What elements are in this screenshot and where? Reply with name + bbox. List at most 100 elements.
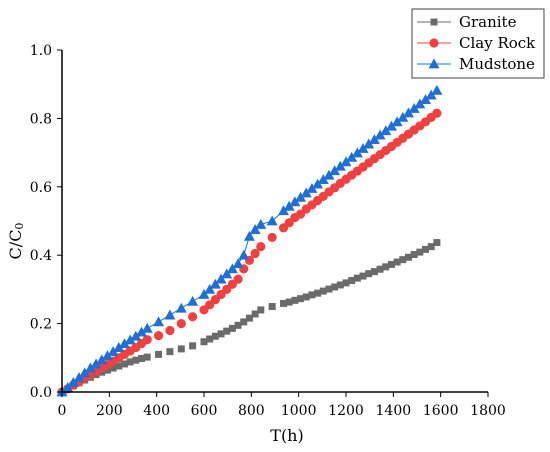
data-point-granite — [126, 358, 134, 366]
data-point-granite — [217, 330, 225, 338]
data-point-mudstone — [215, 273, 227, 284]
data-point-granite — [189, 342, 197, 350]
data-point-granite — [291, 296, 299, 304]
data-point-granite — [234, 321, 242, 329]
data-point-mudstone — [130, 330, 142, 341]
y-tick-label: 0.2 — [30, 317, 52, 333]
data-point-granite — [297, 295, 305, 303]
data-point-mudstone — [84, 362, 96, 373]
data-point-mudstone — [96, 354, 108, 365]
data-point-granite — [206, 335, 214, 343]
x-tick-label: 1600 — [423, 403, 459, 419]
data-point-mudstone — [62, 382, 74, 392]
x-tick-label: 1000 — [281, 403, 317, 419]
data-point-mudstone — [368, 134, 380, 145]
legend-label-mudstone: Mudstone — [459, 55, 535, 73]
data-point-mudstone — [329, 165, 341, 176]
data-point-mudstone — [312, 178, 324, 189]
data-point-mudstone — [73, 372, 85, 383]
data-point-mudstone — [346, 151, 358, 162]
y-axis-title-subscript: 0 — [13, 223, 26, 230]
data-point-granite — [422, 245, 430, 253]
axes: 0 200 400 600 800 1000 1200 1400 1600 1800 0.0 0.2… — [30, 43, 506, 419]
data-point-granite — [331, 283, 339, 291]
data-point-mudstone — [226, 263, 238, 274]
data-point-granite — [319, 287, 327, 295]
data-point-mudstone — [79, 367, 91, 378]
data-point-granite — [336, 281, 344, 289]
data-point-mudstone — [249, 224, 261, 234]
data-point-clay-rock — [188, 312, 198, 322]
series-mudstone — [56, 84, 443, 397]
data-point-granite — [285, 298, 293, 306]
data-point-granite — [393, 258, 401, 266]
data-point-granite — [280, 299, 288, 307]
y-tick-label: 0.6 — [30, 180, 52, 196]
data-point-granite — [359, 272, 367, 280]
data-point-granite — [427, 243, 435, 251]
x-ticks: 0 200 400 600 800 1000 1200 1400 1600 1800 — [58, 392, 506, 419]
data-point-clay-rock — [256, 242, 266, 252]
data-point-clay-rock — [233, 274, 243, 284]
data-point-mudstone — [255, 218, 267, 229]
data-point-mudstone — [431, 84, 443, 95]
data-point-granite — [302, 293, 310, 301]
data-point-mudstone — [363, 138, 375, 149]
data-point-mudstone — [67, 376, 79, 387]
data-point-mudstone — [300, 187, 312, 198]
data-point-clay-rock — [142, 335, 152, 345]
data-point-mudstone — [113, 342, 125, 352]
data-point-mudstone — [243, 230, 255, 241]
data-point-mudstone — [323, 169, 335, 180]
data-point-granite — [308, 291, 316, 299]
data-point-mudstone — [164, 309, 176, 320]
data-point-granite — [314, 289, 322, 297]
data-point-mudstone — [289, 196, 301, 207]
data-point-mudstone — [141, 322, 153, 333]
x-tick-label: 1800 — [470, 403, 506, 419]
data-point-granite — [342, 279, 350, 287]
data-point-mudstone — [266, 215, 278, 226]
y-axis-title: C/C0 — [6, 223, 27, 260]
y-axis-title-main: C/C — [6, 230, 25, 260]
data-point-granite — [325, 285, 333, 293]
data-point-granite — [348, 277, 356, 285]
data-point-granite — [115, 362, 123, 370]
data-point-granite — [416, 248, 424, 256]
data-point-mudstone — [408, 102, 420, 113]
data-point-mudstone — [90, 358, 102, 369]
data-point-mudstone — [306, 183, 318, 193]
data-point-granite — [177, 345, 185, 353]
data-point-mudstone — [391, 116, 403, 127]
legend: Granite Clay Rock Mudstone — [411, 8, 545, 79]
legend-label-clay-rock: Clay Rock — [459, 34, 536, 52]
x-tick-label: 1400 — [376, 403, 412, 419]
data-point-mudstone — [175, 302, 187, 313]
y-ticks: 0.0 0.2 0.4 0.6 0.8 1.0 — [30, 43, 62, 401]
data-point-mudstone — [124, 334, 136, 345]
data-point-mudstone — [340, 156, 352, 167]
data-point-mudstone — [198, 289, 210, 299]
data-point-mudstone — [295, 191, 307, 202]
data-point-granite — [166, 348, 174, 356]
y-tick-label: 1.0 — [30, 43, 52, 59]
data-point-mudstone — [278, 205, 290, 216]
data-point-clay-rock — [153, 330, 164, 341]
x-tick-label: 1200 — [328, 403, 364, 419]
data-point-granite — [410, 251, 418, 259]
x-axis-title: T(h) — [270, 426, 303, 445]
data-point-granite — [155, 350, 163, 358]
data-point-mudstone — [221, 268, 233, 279]
data-point-mudstone — [385, 120, 397, 131]
data-point-mudstone — [357, 142, 369, 153]
data-point-mudstone — [334, 160, 346, 171]
data-point-clay-rock — [432, 108, 442, 118]
data-point-mudstone — [238, 249, 250, 260]
data-point-clay-rock — [176, 319, 186, 329]
data-point-mudstone — [351, 147, 363, 158]
data-point-clay-rock — [250, 248, 260, 259]
data-point-granite — [200, 338, 208, 346]
data-point-granite — [109, 364, 117, 372]
data-point-granite — [353, 274, 361, 282]
